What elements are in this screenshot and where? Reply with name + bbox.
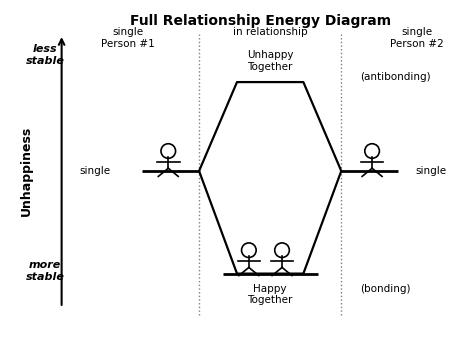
Text: Happy
Together: Happy Together [247, 284, 293, 305]
Text: in relationship: in relationship [233, 27, 308, 37]
Text: single: single [79, 166, 110, 176]
Text: single: single [416, 166, 447, 176]
Text: Unhappiness: Unhappiness [19, 126, 33, 216]
Text: (antibonding): (antibonding) [360, 72, 431, 82]
Text: (bonding): (bonding) [360, 284, 411, 294]
Text: single
Person #2: single Person #2 [390, 27, 444, 49]
Text: Full Relationship Energy Diagram: Full Relationship Energy Diagram [130, 14, 391, 28]
Text: more
stable: more stable [26, 260, 64, 281]
Text: less
stable: less stable [26, 44, 64, 66]
Text: Unhappy
Together: Unhappy Together [247, 50, 293, 72]
Text: single
Person #1: single Person #1 [101, 27, 155, 49]
